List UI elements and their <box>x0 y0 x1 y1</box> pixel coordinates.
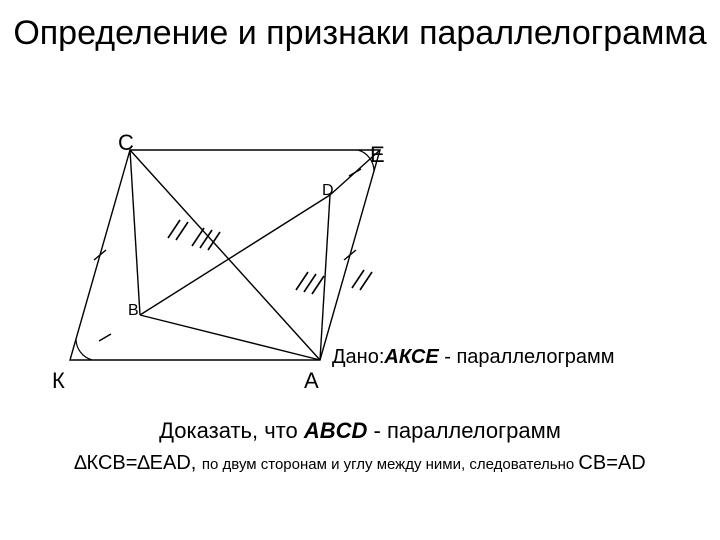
slide: Определение и признаки параллелограмма <box>0 0 720 540</box>
ticks-triple-right <box>296 272 324 294</box>
proof-reason: по двум сторонам и углу между ними, след… <box>202 456 579 473</box>
label-e: Е <box>370 142 385 168</box>
prove-line: Доказать, что ABCD - параллелограмм <box>0 418 720 444</box>
ticks-triple-left <box>192 228 220 250</box>
given-object: АКСЕ <box>384 346 438 368</box>
proof-triangles: ∆КСВ=∆ЕАD, <box>74 452 202 474</box>
proof-line: ∆КСВ=∆ЕАD, по двум сторонам и углу между… <box>0 452 720 475</box>
given-label: Дано: <box>332 346 384 368</box>
prove-label: Доказать, что <box>159 418 304 443</box>
prove-object: ABCD <box>304 418 368 443</box>
prove-tail: - параллелограмм <box>367 418 560 443</box>
label-d: D <box>322 182 334 200</box>
label-a: А <box>304 368 319 394</box>
slide-title: Определение и признаки параллелограмма <box>0 14 720 53</box>
ticks-double-left <box>168 220 188 240</box>
label-k: К <box>52 368 65 394</box>
tick-kc <box>94 250 106 260</box>
seg-ca <box>130 150 320 360</box>
ticks-double-right <box>352 270 372 290</box>
tick-ae <box>344 250 356 260</box>
seg-bd <box>140 195 330 315</box>
seg-cb <box>130 150 140 315</box>
label-b: В <box>128 302 139 320</box>
proof-conclusion: СВ=АD <box>578 452 645 474</box>
tick-de <box>349 169 361 176</box>
seg-ba <box>140 315 320 360</box>
label-c: С <box>118 130 134 156</box>
given-line: Дано:АКСЕ - параллелограмм <box>332 346 615 369</box>
seg-ad <box>320 195 330 360</box>
tick-kb <box>99 334 111 341</box>
angle-arc-k <box>76 339 92 360</box>
given-tail: - параллелограмм <box>439 346 615 368</box>
